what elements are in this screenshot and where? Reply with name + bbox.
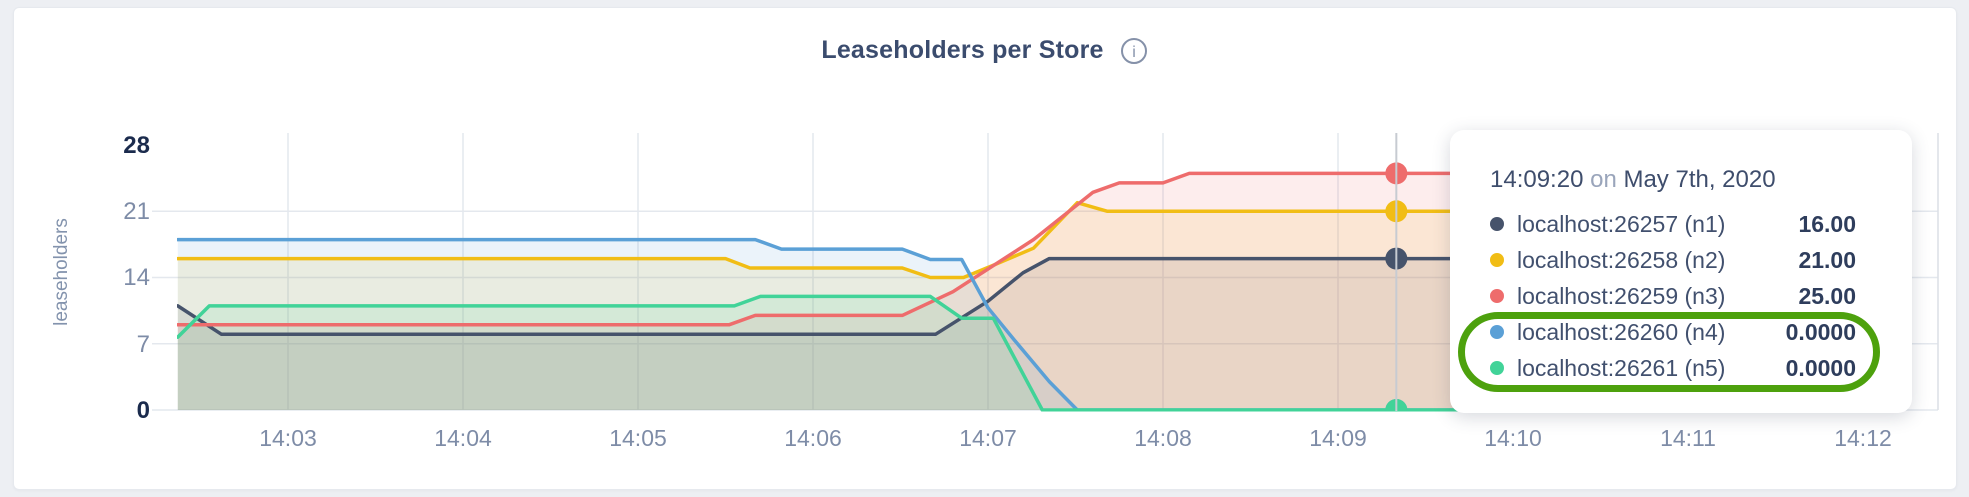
tooltip-time: 14:09:20 [1490,166,1584,193]
tooltip-series-value: 0.0000 [1785,354,1856,381]
y-tick-label-28: 28 [123,131,150,159]
tooltip-date: May 7th, 2020 [1623,166,1776,193]
series-dot-n5 [1490,361,1504,375]
series-dot-n1 [1490,217,1504,231]
tooltip-series-label: localhost:26258 (n2) [1517,246,1726,273]
series-dot-n3 [1490,289,1504,303]
tooltip-series-value: 21.00 [1798,246,1856,273]
tooltip-row-n1[interactable]: localhost:26257 (n1) 16.00 [1490,206,1856,242]
tooltip-header: 14:09:20 on May 7th, 2020 [1490,164,1856,196]
x-tick-label-14:11: 14:11 [1660,425,1716,451]
tooltip-row-n3[interactable]: localhost:26259 (n3) 25.00 [1490,278,1856,314]
series-line-n5[interactable] [177,294,1900,412]
y-tick-label-0: 0 [136,397,150,424]
tooltip-series-value: 25.00 [1798,282,1856,309]
tooltip-series-label: localhost:26261 (n5) [1517,354,1726,381]
tooltip-row-n2[interactable]: localhost:26258 (n2) 21.00 [1490,242,1856,278]
series-line-n2[interactable] [177,200,1900,280]
tooltip-series-value: 16.00 [1798,210,1856,237]
tooltip-on-word: on [1590,166,1617,193]
chart-title: Leaseholders per Store [821,36,1104,64]
y-tick-label-7: 7 [136,330,150,358]
tooltip-rows: localhost:26257 (n1) 16.00 localhost:26258… [1490,206,1856,386]
tooltip-series-label: localhost:26259 (n3) [1517,282,1726,309]
x-tick-label-14:07: 14:07 [959,425,1017,451]
series-lines [177,171,1900,412]
series-line-n4[interactable] [177,237,1900,412]
chart-tooltip: 14:09:20 on May 7th, 2020 localhost:2625… [1450,130,1912,413]
x-tick-label-14:08: 14:08 [1134,425,1192,451]
x-tick-label-14:12: 14:12 [1834,425,1892,451]
y-tick-label-21: 21 [123,198,150,226]
x-tick-label-14:04: 14:04 [434,425,492,451]
tooltip-series-value: 0.0000 [1785,318,1856,345]
series-area-n4 [177,239,1898,410]
series-dot-n2 [1490,253,1504,267]
info-icon-glyph: i [1132,44,1136,61]
tooltip-row-n4[interactable]: localhost:26260 (n4) 0.0000 [1490,314,1856,350]
tooltip-series-label: localhost:26260 (n4) [1517,318,1726,345]
series-line-n3[interactable] [177,171,1900,327]
x-tick-label-14:10: 14:10 [1484,425,1542,451]
tooltip-series-label: localhost:26257 (n1) [1517,210,1726,237]
info-icon[interactable]: i [1120,37,1148,65]
series-dot-n4 [1490,325,1504,339]
x-tick-label-14:06: 14:06 [784,425,842,451]
x-tick-label-14:05: 14:05 [609,425,667,451]
y-tick-label-14: 14 [123,264,150,292]
chart-header: Leaseholders per Store i [0,36,1969,65]
tooltip-row-n5[interactable]: localhost:26261 (n5) 0.0000 [1490,350,1856,386]
x-tick-label-14:03: 14:03 [259,425,317,451]
series-line-n1[interactable] [177,256,1900,337]
x-tick-label-14:09: 14:09 [1309,425,1367,451]
